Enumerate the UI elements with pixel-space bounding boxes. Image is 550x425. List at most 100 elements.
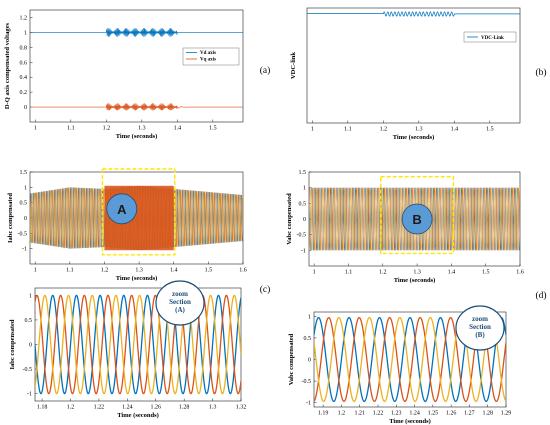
x-tick-label: 1.24 bbox=[409, 411, 420, 417]
axes-f: 1.19 1.2 1.21 1.22 1.23 1.24 1.25 1.26 1.27 1.28 1… bbox=[288, 305, 512, 425]
x-tick-label: 1.2 bbox=[103, 126, 111, 132]
annotation-label: A bbox=[117, 202, 127, 217]
y-tick-label: 1 bbox=[24, 185, 27, 191]
x-tick-label: 1.3 bbox=[138, 126, 146, 132]
x-tick-label: 1.1 bbox=[345, 270, 353, 276]
x-tick-label: 1.4 bbox=[174, 126, 182, 132]
x-tick-label: 1.28 bbox=[482, 411, 493, 417]
annotation-label: B bbox=[412, 212, 421, 227]
x-tick-label: 1 bbox=[34, 268, 37, 274]
zoom-section-text: (A) bbox=[175, 306, 185, 314]
x-tick-label: 1.3 bbox=[415, 127, 423, 133]
y-tick-label: -0.5 bbox=[18, 231, 28, 237]
panel-label: (c) bbox=[260, 284, 271, 295]
panel-label: (b) bbox=[535, 67, 546, 78]
x-tick-label: 1.2 bbox=[338, 411, 346, 417]
zoom-highlight-box bbox=[380, 175, 455, 255]
y-axis-label: Iabc compensated bbox=[7, 193, 14, 243]
y-axis-label: Vabc compensated bbox=[288, 333, 295, 385]
y-tick-label: 0.5 bbox=[20, 201, 28, 207]
annotation-badge bbox=[106, 193, 138, 225]
y-tick-label: 1 bbox=[308, 314, 311, 320]
x-axis-label: Time (seconds) bbox=[393, 134, 435, 141]
x-tick-label: 1.26 bbox=[446, 411, 457, 417]
x-tick-label: 1.27 bbox=[464, 411, 475, 417]
axes-e: 1.18 1.2 1.22 1.24 1.26 1.28 1.3 1.32 -1 -0.5 0 0.5… bbox=[9, 280, 247, 419]
x-tick-label: 1.23 bbox=[391, 411, 402, 417]
y-axis-label: VDC-link bbox=[290, 52, 297, 79]
y-tick-label: 0.5 bbox=[304, 336, 312, 342]
x-tick-label: 1.1 bbox=[344, 127, 352, 133]
plot-frame bbox=[29, 9, 244, 123]
x-tick-label: 1.22 bbox=[373, 411, 384, 417]
zoom-section-text: zoom bbox=[172, 290, 188, 298]
y-tick-label: 0.4 bbox=[20, 75, 28, 81]
phase-line-0 bbox=[309, 187, 520, 251]
x-tick-label: 1.3 bbox=[413, 270, 421, 276]
axes-c: 1 1.1 1.2 1.3 1.4 1.5 1.6 -1 -0.5 0 0.5 1 1.5 Time (s… bbox=[7, 168, 271, 295]
phase-line-2 bbox=[35, 294, 241, 395]
y-tick-label: -0.5 bbox=[302, 379, 312, 385]
series-line-0 bbox=[30, 27, 243, 37]
x-tick-label: 1 bbox=[311, 127, 314, 133]
y-tick-label: 1.5 bbox=[20, 170, 28, 176]
x-tick-label: 1.4 bbox=[451, 127, 459, 133]
x-tick-label: 1.4 bbox=[170, 268, 178, 274]
y-tick-label: 1 bbox=[29, 293, 32, 299]
x-tick-label: 1.1 bbox=[66, 268, 74, 274]
x-tick-label: 1.2 bbox=[101, 268, 109, 274]
x-axis-label: Time (seconds) bbox=[394, 277, 436, 284]
y-tick-label: -0.5 bbox=[297, 233, 307, 239]
x-tick-label: 1.1 bbox=[67, 126, 75, 132]
annotation-badge bbox=[401, 203, 433, 235]
panel-label: (d) bbox=[535, 290, 546, 301]
x-tick-label: 1.4 bbox=[448, 270, 456, 276]
x-tick-label: 1.6 bbox=[239, 268, 247, 274]
series-line-0 bbox=[307, 11, 520, 17]
x-tick-label: 1.2 bbox=[379, 270, 387, 276]
x-tick-label: 1.24 bbox=[122, 405, 133, 411]
y-tick-label: 1 bbox=[303, 186, 306, 192]
x-tick-label: 1.3 bbox=[135, 268, 143, 274]
x-tick-label: 1.28 bbox=[179, 405, 190, 411]
axes-b: 1 1.1 1.2 1.3 1.4 1.5 Time (seconds) VDC-link (b… bbox=[290, 7, 547, 141]
y-tick-label: 0.5 bbox=[25, 318, 33, 324]
x-tick-label: 1.3 bbox=[209, 405, 217, 411]
x-axis-label: Time (seconds) bbox=[389, 418, 431, 425]
y-tick-label: -0.5 bbox=[23, 367, 33, 373]
x-tick-label: 1.32 bbox=[236, 405, 247, 411]
y-tick-label: 0 bbox=[303, 217, 306, 223]
panel-label: (a) bbox=[260, 65, 271, 76]
x-tick-label: 1.18 bbox=[37, 405, 48, 411]
x-axis-label: Time (seconds) bbox=[117, 412, 159, 419]
y-tick-label: 0 bbox=[24, 216, 27, 222]
y-axis-label: D-Q axis compensated voltages bbox=[4, 22, 11, 109]
y-axis-label: Vabc compensated bbox=[286, 193, 293, 245]
zoom-section-badge bbox=[455, 305, 505, 351]
legend-box bbox=[463, 31, 517, 43]
x-tick-label: 1.5 bbox=[486, 127, 494, 133]
zoom-section-text: zoom bbox=[472, 315, 488, 323]
y-tick-label: 0 bbox=[24, 105, 27, 111]
x-tick-label: 1.2 bbox=[67, 405, 75, 411]
legend-label: Vq axis bbox=[200, 58, 216, 63]
legend-label: VDC-Link bbox=[481, 36, 504, 41]
x-tick-label: 1.6 bbox=[516, 270, 524, 276]
phase-line-2 bbox=[314, 316, 506, 403]
phase-line-0 bbox=[35, 294, 241, 395]
zoom-section-text: Section bbox=[469, 323, 491, 331]
y-tick-label: -1 bbox=[301, 248, 306, 254]
x-axis-label: Time (seconds) bbox=[116, 275, 158, 282]
y-tick-label: 0 bbox=[29, 343, 32, 349]
x-tick-label: 1.29 bbox=[501, 411, 512, 417]
x-tick-label: 1 bbox=[313, 270, 316, 276]
x-tick-label: 1.2 bbox=[380, 127, 388, 133]
x-tick-label: 1 bbox=[34, 126, 37, 132]
y-tick-label: 0.2 bbox=[20, 90, 28, 96]
zoom-section-text: Section bbox=[169, 298, 191, 306]
x-tick-label: 1.5 bbox=[209, 126, 217, 132]
axes-a: 1 1.1 1.2 1.3 1.4 1.5 0 0.2 0.4 0.6 0.8 1 1.2 Time (s… bbox=[4, 9, 271, 140]
y-tick-label: 0 bbox=[308, 358, 311, 364]
x-tick-label: 1.21 bbox=[354, 411, 365, 417]
